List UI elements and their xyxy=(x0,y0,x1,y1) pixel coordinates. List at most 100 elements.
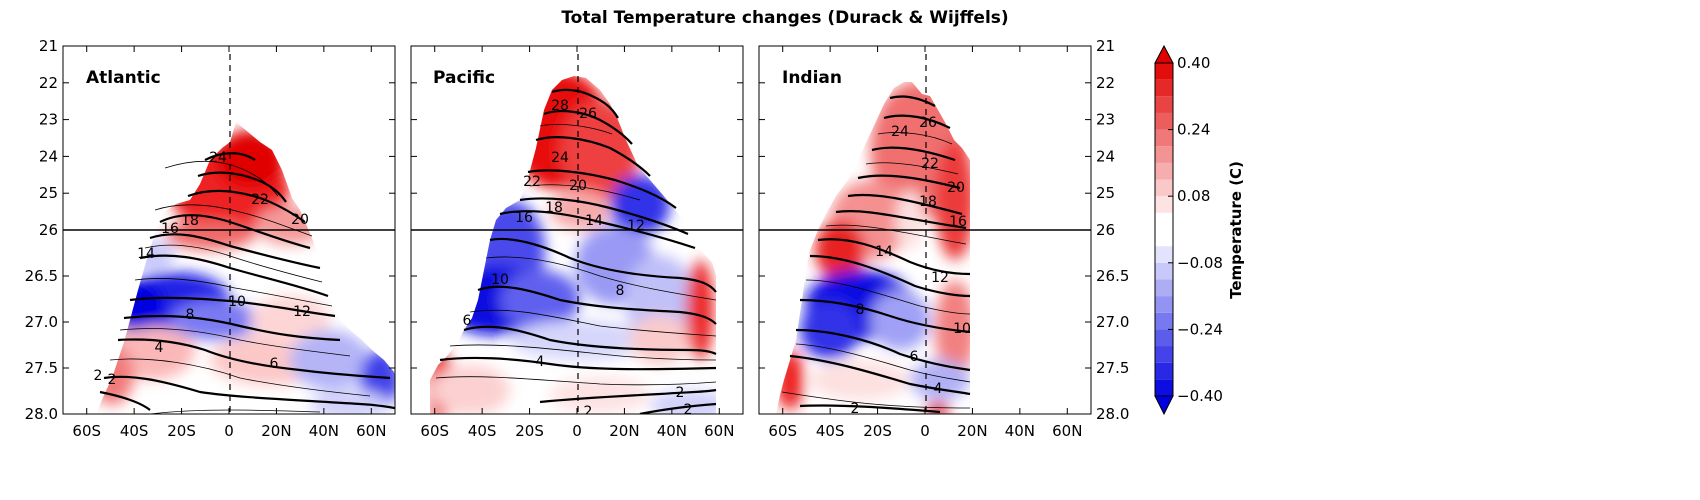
indian-contour-label: 22 xyxy=(921,156,939,172)
pacific-contour-label: 2 xyxy=(676,385,685,401)
x-tick-label: 60S xyxy=(420,422,449,440)
x-tick-label: 20S xyxy=(863,422,892,440)
pacific-contour-label: 12 xyxy=(627,218,645,234)
indian-contours xyxy=(781,95,971,414)
pacific-contours xyxy=(435,88,717,414)
y-tick-label-left: 21 xyxy=(39,37,58,55)
colorbar-band xyxy=(1155,162,1173,180)
indian-contour-label: 10 xyxy=(953,321,971,337)
atlantic-panel-title: Atlantic xyxy=(86,68,161,88)
y-tick-label-right: 28.0 xyxy=(1096,405,1129,423)
atlantic-contour-label: 22 xyxy=(251,192,269,208)
atlantic-contour-label: 14 xyxy=(137,246,155,262)
indian-contour-label: 20 xyxy=(947,180,965,196)
pacific-contour-label: 10 xyxy=(491,272,509,288)
colorbar-band xyxy=(1155,79,1173,97)
colorbar-band xyxy=(1155,179,1173,197)
y-tick-label-left: 26 xyxy=(39,221,58,239)
atlantic-panel: 24 22 20 18 16 14 12 10 8 6 4 2 2 Atlant… xyxy=(62,45,396,415)
colorbar-tick-label: 0.08 xyxy=(1177,187,1210,205)
pacific-contour-label: 4 xyxy=(536,354,545,370)
atlantic-contour-label: 2 xyxy=(94,368,103,384)
x-tick-label: 60N xyxy=(704,422,734,440)
colorbar-band xyxy=(1155,296,1173,313)
chart-title: Total Temperature changes (Durack & Wijf… xyxy=(561,8,1008,28)
colorbar-band xyxy=(1155,346,1173,363)
y-tick-label-left: 28.0 xyxy=(25,405,58,423)
colorbar-band xyxy=(1155,146,1173,163)
x-tick-label: 0 xyxy=(920,422,930,440)
colorbar-tick-label: −0.24 xyxy=(1177,320,1223,338)
y-tick-label-right: 27.0 xyxy=(1096,313,1129,331)
atlantic-contour-label: 12 xyxy=(293,304,311,320)
atlantic-anomaly-field xyxy=(96,122,395,414)
x-tick-label: 60S xyxy=(72,422,101,440)
colorbar-min-extend xyxy=(1154,395,1174,416)
pacific-contour-labels: 28 26 24 22 20 18 16 14 12 10 8 6 4 2 2 … xyxy=(463,98,693,420)
atlantic-contour-label: 4 xyxy=(155,340,164,356)
indian-contour-label: 12 xyxy=(931,270,949,286)
colorbar-band xyxy=(1155,329,1173,347)
x-tick-label: 40S xyxy=(120,422,149,440)
colorbar-frame xyxy=(1154,62,1174,397)
pacific-contour-label: 16 xyxy=(515,210,533,226)
indian-panel-title: Indian xyxy=(782,68,842,88)
y-tick-label-left: 27.5 xyxy=(25,359,58,377)
pacific-contour-label: 8 xyxy=(616,283,625,299)
x-tick-label: 0 xyxy=(572,422,582,440)
pacific-contour-label: 22 xyxy=(523,174,541,190)
indian-contour-label: 24 xyxy=(891,124,909,140)
x-tick-label: 20S xyxy=(167,422,196,440)
colorbar-band xyxy=(1155,63,1173,80)
colorbar-band xyxy=(1155,279,1173,297)
x-tick-label: 60N xyxy=(356,422,386,440)
x-tick-label: 20N xyxy=(261,422,291,440)
colorbar-band xyxy=(1155,312,1173,330)
x-tick-label: 60N xyxy=(1052,422,1082,440)
indian-contour-label: 6 xyxy=(910,349,919,365)
x-tick-label: 40S xyxy=(468,422,497,440)
indian-contour-label: 8 xyxy=(856,302,865,318)
pacific-anomaly-field xyxy=(430,76,716,414)
pacific-contour-label: 2 xyxy=(584,404,593,420)
colorbar-band xyxy=(1155,96,1173,113)
colorbar-label: Temperature (C) xyxy=(1227,161,1245,299)
y-tick-label-right: 27.5 xyxy=(1096,359,1129,377)
x-tick-label: 20N xyxy=(957,422,987,440)
pacific-contour-label: 24 xyxy=(551,150,569,166)
atlantic-contour-label: 20 xyxy=(291,212,309,228)
colorbar-band xyxy=(1155,112,1173,130)
y-tick-label-left: 24 xyxy=(39,147,58,165)
atlantic-contour-label: 6 xyxy=(270,356,279,372)
y-tick-label-right: 26 xyxy=(1096,221,1115,239)
indian-contour-label: 14 xyxy=(875,244,893,260)
y-tick-label-left: 26.5 xyxy=(25,267,58,285)
colorbar-tick-label: 0.40 xyxy=(1177,54,1210,72)
atlantic-contour-label: 2 xyxy=(108,372,117,388)
y-tick-label-right: 25 xyxy=(1096,184,1115,202)
pacific-contour-label: 6 xyxy=(463,313,472,329)
pacific-contour-label: 26 xyxy=(579,106,597,122)
y-tick-label-left: 27.0 xyxy=(25,313,58,331)
indian-contour-label: 26 xyxy=(919,115,937,131)
y-tick-label-right: 26.5 xyxy=(1096,267,1129,285)
axes: 60S 40S 20S 0 20N 40N 60N21222324252626.527.02… xyxy=(25,37,1130,440)
x-tick-label: 40N xyxy=(1005,422,1035,440)
indian-contour-label: 4 xyxy=(934,381,943,397)
indian-contour-label: 16 xyxy=(949,214,967,230)
pacific-contour-label: 2 xyxy=(684,402,693,418)
x-tick-label: 40N xyxy=(657,422,687,440)
indian-panel: 26 24 22 20 18 16 14 12 10 8 6 4 2 India… xyxy=(758,45,1092,415)
atlantic-contour-labels: 24 22 20 18 16 14 12 10 8 6 4 2 2 xyxy=(94,150,311,388)
colorbar-ticks: 0.40 0.24 0.08 −0.08 −0.24 −0.40 xyxy=(1168,54,1223,405)
colorbar-tick-label: −0.40 xyxy=(1177,387,1223,405)
colorbar-band xyxy=(1155,262,1173,280)
x-tick-label: 40S xyxy=(816,422,845,440)
colorbar: 0.40 0.24 0.08 −0.08 −0.24 −0.40 Temperature … xyxy=(1154,44,1245,416)
x-tick-label: 20S xyxy=(515,422,544,440)
pacific-contour-label: 28 xyxy=(551,98,569,114)
atlantic-contour-label: 8 xyxy=(186,307,195,323)
indian-contour-label: 18 xyxy=(919,194,937,210)
x-tick-label: 20N xyxy=(609,422,639,440)
colorbar-band xyxy=(1155,212,1173,247)
